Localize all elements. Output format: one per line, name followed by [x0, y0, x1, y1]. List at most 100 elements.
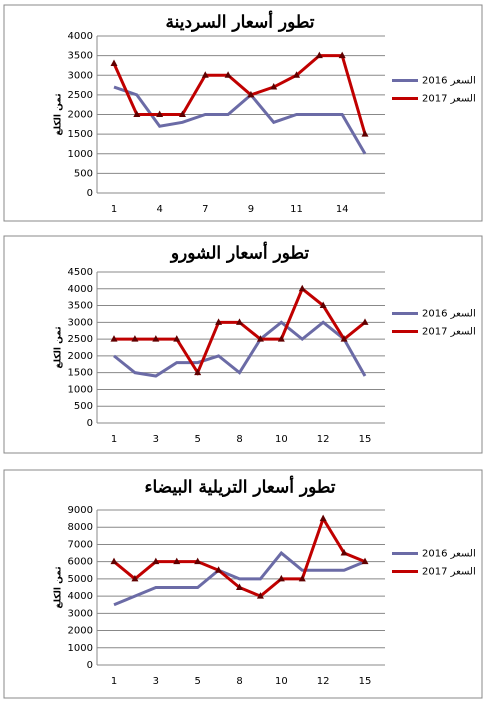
- marker: [315, 51, 323, 59]
- y-tick-label: 7000: [68, 539, 93, 550]
- legend-label: السعر 2017: [422, 94, 476, 105]
- x-tick-label: 11: [290, 204, 303, 215]
- x-tick-label: 8: [236, 676, 242, 687]
- marker: [256, 335, 264, 342]
- x-tick-label: 7: [202, 204, 208, 215]
- x-tick-label: 12: [317, 434, 330, 445]
- chart-title: تطور أسعار التريلية البيضاء: [144, 475, 335, 498]
- y-tick-label: 1500: [68, 368, 93, 379]
- marker: [194, 557, 202, 565]
- x-tick-label: 10: [275, 434, 288, 445]
- marker: [361, 130, 369, 137]
- chart-title: تطور أسعار الشورو: [169, 241, 310, 264]
- marker: [133, 110, 141, 117]
- marker: [236, 583, 243, 590]
- marker: [110, 335, 118, 342]
- y-axis-label: ثمن الكلغ: [54, 326, 64, 368]
- y-tick-label: 1500: [68, 129, 93, 140]
- y-tick-label: 2500: [68, 334, 93, 345]
- legend-label: السعر 2016: [422, 76, 476, 87]
- y-tick-label: 1000: [68, 643, 93, 654]
- marker: [110, 557, 118, 565]
- x-tick-label: 14: [336, 204, 349, 215]
- chart: تطور أسعار السردينة 0 500 1000 1500 2000 2500 3…: [3, 4, 483, 222]
- y-tick-label: 0: [87, 660, 93, 671]
- marker: [173, 557, 181, 565]
- x-tick-label: 9: [248, 204, 254, 215]
- y-axis-label: ثمن الكلغ: [54, 566, 64, 608]
- marker: [319, 514, 327, 522]
- x-tick-label: 5: [194, 676, 200, 687]
- marker: [340, 549, 348, 556]
- y-tick-label: 4000: [68, 591, 93, 602]
- series-line: [113, 320, 367, 378]
- marker: [236, 318, 243, 325]
- series-line: [113, 85, 367, 155]
- legend-label: السعر 2016: [422, 309, 476, 320]
- y-tick-label: 4500: [68, 267, 93, 278]
- marker: [131, 574, 139, 582]
- y-tick-label: 3000: [68, 317, 93, 328]
- marker: [270, 83, 278, 90]
- marker: [201, 71, 209, 78]
- marker: [340, 335, 348, 342]
- marker: [152, 335, 160, 342]
- marker: [173, 335, 181, 342]
- y-tick-label: 9000: [68, 505, 93, 516]
- x-tick-label: 12: [317, 676, 330, 687]
- y-tick-label: 1000: [68, 149, 93, 160]
- marker: [319, 301, 327, 309]
- marker: [361, 557, 369, 565]
- marker: [215, 318, 223, 325]
- marker: [110, 59, 118, 66]
- marker: [293, 71, 301, 78]
- marker: [247, 90, 255, 98]
- chart-frame: [3, 4, 483, 222]
- marker: [338, 51, 346, 59]
- y-tick-label: 1000: [68, 384, 93, 395]
- chart: تطور أسعار الشورو 0 500 1000 1500 2000 2500 300…: [3, 235, 483, 454]
- marker: [298, 284, 306, 292]
- y-tick-label: 4000: [68, 31, 93, 42]
- marker: [224, 71, 232, 78]
- marker: [277, 574, 285, 582]
- legend-label: السعر 2017: [422, 567, 476, 578]
- series-line: [113, 550, 366, 607]
- y-tick-label: 2000: [68, 110, 93, 121]
- x-tick-label: 1: [111, 204, 117, 215]
- y-tick-label: 4000: [68, 284, 93, 295]
- marker: [361, 318, 369, 325]
- x-tick-label: 3: [153, 434, 159, 445]
- y-tick-label: 0: [87, 188, 93, 199]
- marker: [131, 335, 139, 342]
- y-tick-label: 500: [74, 401, 93, 412]
- x-tick-label: 15: [359, 434, 372, 445]
- y-tick-label: 3000: [68, 608, 93, 619]
- marker: [277, 335, 285, 342]
- marker: [298, 574, 306, 582]
- y-tick-label: 3500: [68, 301, 93, 312]
- y-axis-label: ثمن الكلغ: [54, 93, 64, 135]
- y-tick-label: 6000: [68, 557, 93, 568]
- x-tick-label: 5: [194, 434, 200, 445]
- y-tick-label: 5000: [68, 574, 93, 585]
- y-tick-label: 3000: [68, 70, 93, 81]
- marker: [215, 566, 223, 573]
- y-tick-label: 8000: [68, 522, 93, 533]
- marker: [194, 368, 202, 376]
- marker: [152, 557, 160, 565]
- x-tick-label: 3: [153, 676, 159, 687]
- y-tick-label: 2500: [68, 90, 93, 101]
- x-tick-label: 4: [156, 204, 162, 215]
- marker: [156, 110, 164, 117]
- y-tick-label: 3500: [68, 51, 93, 62]
- x-tick-label: 1: [111, 434, 117, 445]
- marker: [178, 110, 186, 117]
- y-tick-label: 0: [87, 418, 93, 429]
- chart-frame: [3, 469, 483, 699]
- marker: [256, 592, 264, 599]
- x-tick-label: 1: [111, 676, 117, 687]
- chart: تطور أسعار التريلية البيضاء 0 1000 2000 3000…: [3, 469, 483, 699]
- legend-label: السعر 2016: [422, 549, 476, 560]
